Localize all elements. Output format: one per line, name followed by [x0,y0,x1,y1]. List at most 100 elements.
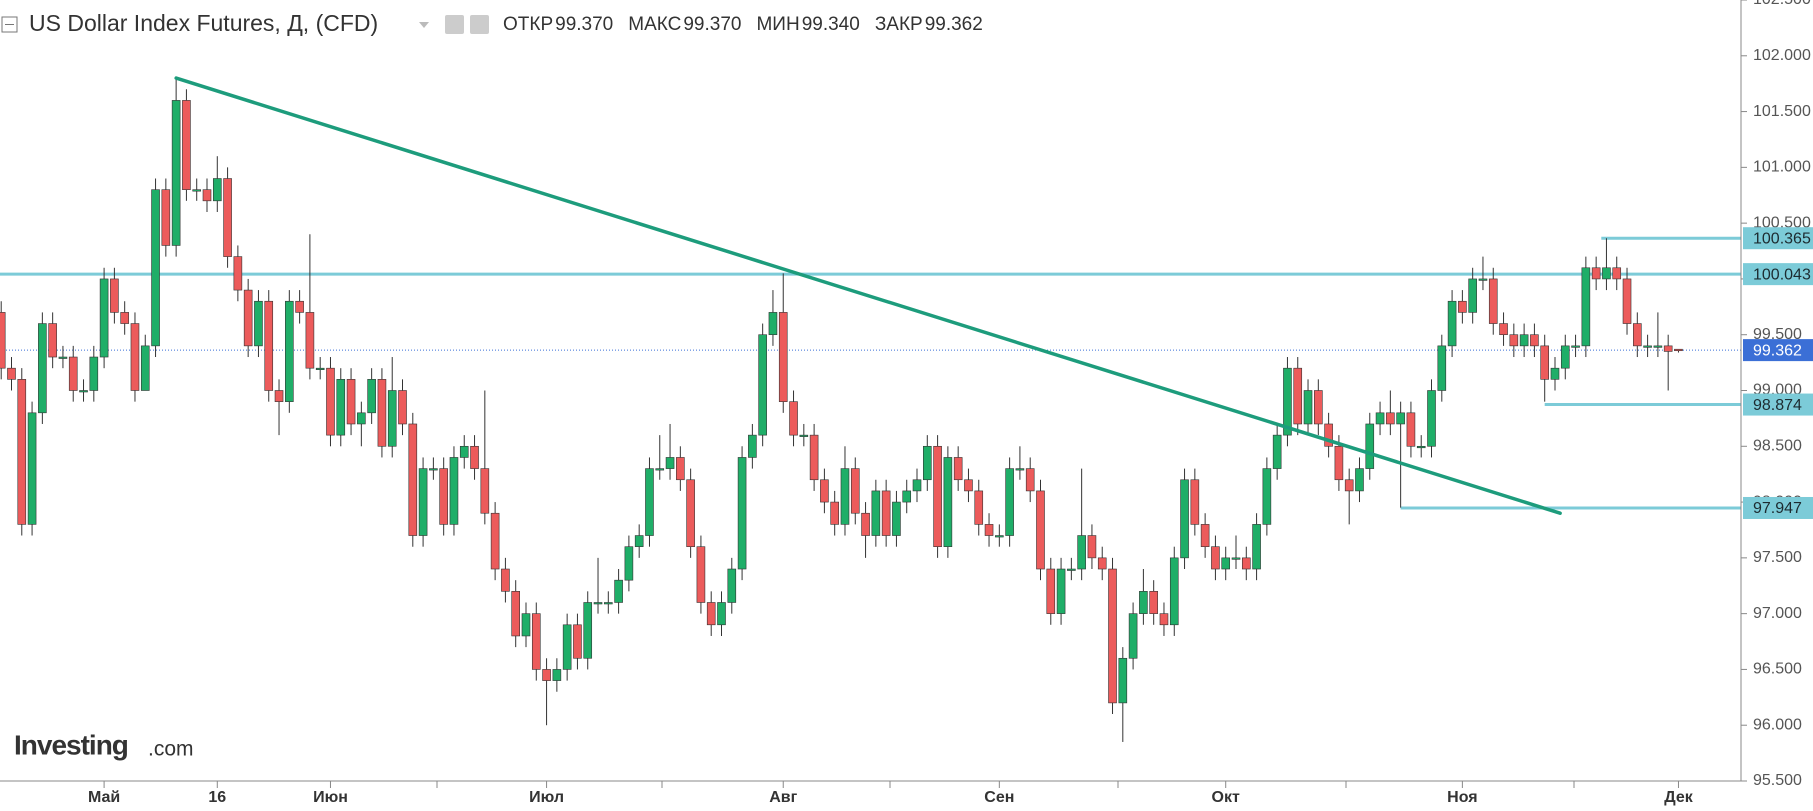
candle-body [264,300,274,391]
candle-body [357,412,366,425]
candle-body [449,457,459,525]
stat-label: МАКС [628,14,681,35]
candle-body [1314,390,1323,425]
candle-body [922,445,932,481]
stat-label: ОТКР [503,14,553,35]
y-tick-label: 97.500 [1753,549,1802,566]
candle-body [305,312,315,369]
candle-body [583,602,593,659]
y-tick-label: 101.500 [1753,103,1811,120]
candle-body [1252,524,1261,570]
x-tick-label: Авг [769,789,797,806]
candle-body [408,423,418,536]
candle-body [1488,278,1498,324]
level-label: 98.874 [1753,397,1802,414]
level-label: 97.947 [1753,500,1802,517]
candle-body [768,312,778,336]
y-tick-label: 102.000 [1753,47,1811,64]
candle-body [1653,345,1663,348]
candle-body [1159,613,1169,626]
last-price-label: 99.362 [1753,342,1802,359]
candle-body [861,512,870,536]
candle-body [1241,557,1251,570]
candle-body [604,602,613,605]
candle-body [233,256,243,291]
candle-body [68,356,78,391]
candle-body [171,100,181,246]
candle-body [1293,367,1303,425]
y-tick-label: 98.500 [1753,438,1802,455]
x-tick-label: Июл [529,789,564,806]
level-label-box [1743,496,1813,519]
eye-icon[interactable] [445,15,464,34]
candle-body [748,434,757,458]
dropdown-arrow[interactable] [419,22,429,28]
candle-body [1097,557,1107,570]
candle-body [192,189,202,192]
candle-body [429,468,438,471]
x-tick-label: Дек [1664,789,1693,806]
candle-body [1591,267,1601,280]
candle-body [1519,334,1529,347]
candle-body [1540,345,1549,380]
candle-body [1056,568,1066,614]
candle-body [1169,557,1179,626]
candle-body [1458,300,1467,313]
stat-label: МИН [756,14,799,35]
logo: Investing .com [14,729,194,760]
candle-body [1581,267,1591,347]
candle-body [1478,278,1488,281]
candle-body [1046,568,1056,614]
candle-body [182,100,191,190]
candle-body [140,345,150,391]
settings-icon[interactable] [470,15,489,34]
candle-body [1344,479,1354,492]
logo-suffix: .com [148,738,194,761]
candle-body [7,367,16,380]
level-label-box [1743,263,1813,286]
candle-body [840,468,850,525]
candle-body [820,479,829,503]
candle-body [58,356,68,359]
candle-body [346,379,356,425]
candle-body [1025,468,1035,492]
candle-body [1396,412,1405,425]
candle-body [1180,479,1189,559]
candle-body [1416,445,1426,449]
x-tick-label: Окт [1212,789,1240,806]
candle-body [1324,423,1333,447]
candle-body [161,189,171,246]
candle-body [1303,390,1313,425]
candle-body [830,501,839,525]
candle-body [470,445,479,469]
candle-body [717,602,726,626]
candle-body [614,579,623,603]
candle-body [995,535,1004,538]
candle-body [984,524,994,536]
trend-line [174,76,1562,515]
candle-body [552,669,562,681]
candle-body [511,591,521,637]
candle-body [336,379,346,436]
candle-body [1139,591,1148,614]
candle-body [27,412,37,525]
candle-body [1067,568,1076,571]
candle-body [881,490,891,536]
candle-body [1077,535,1086,570]
candle-body [1015,468,1025,471]
candle-body [943,457,953,548]
candle-body [1262,468,1272,525]
y-tick-label: 101.000 [1753,159,1811,176]
candle-body [912,479,922,492]
stat-value: 99.370 [555,14,613,35]
candle-body [1633,323,1642,347]
candle-body [274,390,284,402]
candle-body [398,390,407,425]
candle-body [964,479,973,492]
last-price-box [1743,339,1813,362]
collapse-icon[interactable] [1,16,18,33]
candle-body [243,289,253,347]
x-tick-label: Ноя [1447,789,1477,806]
candle-body [665,457,675,469]
header-stats: ОТКР 99.370 МАКС 99.370 МИН 99.340 ЗАКР 99.362 [503,14,983,35]
